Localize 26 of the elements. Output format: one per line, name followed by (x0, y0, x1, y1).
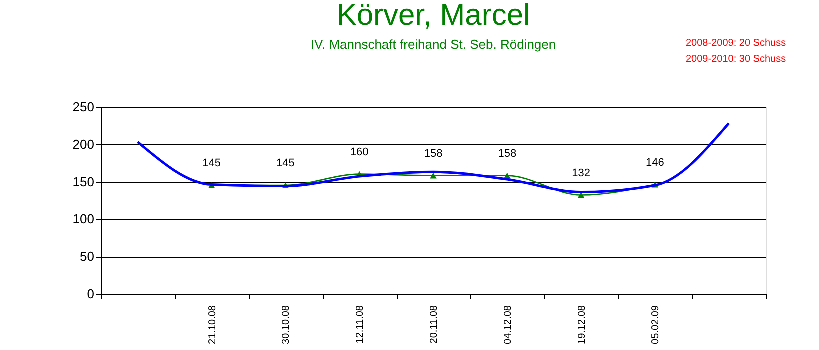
point (430, 172, 437, 179)
y-tick-label: 50 (80, 249, 94, 264)
x-tick-label: 12.11.08 (355, 305, 366, 344)
text: 2009-2010: 30 Schuss (686, 54, 786, 65)
y-tick-label: 0 (87, 286, 94, 302)
text: 2008-2009: 20 Schuss (686, 38, 786, 49)
x-tick-label: 30.10.08 (281, 305, 292, 344)
y-tick-label: 200 (72, 136, 94, 152)
data-label: 158 (498, 148, 517, 160)
chart-title: Körver, Marcel (336, 0, 530, 32)
y-tick-label: 150 (72, 174, 94, 190)
data-label: 158 (424, 148, 443, 160)
data-label: 160 (350, 146, 369, 158)
x-tick-label: 05.02.09 (650, 305, 662, 344)
line-series (136, 122, 730, 194)
x-tick-label: 21.10.08 (207, 305, 218, 344)
chart-subtitle: IV. Mannschaft freihand St. Seb. Rödingen (310, 37, 556, 52)
data-label: 145 (202, 158, 222, 170)
x-tick-label: 19.12.08 (576, 305, 588, 344)
x-tick-label: 04.12.08 (502, 305, 514, 344)
y-tick-label: 250 (72, 100, 94, 114)
x-tick-label: 20.11.08 (429, 305, 440, 344)
data-label: 145 (276, 158, 295, 170)
data-label: 132 (572, 167, 590, 180)
data-label: 146 (646, 156, 664, 169)
y-tick-label: 100 (72, 212, 94, 227)
